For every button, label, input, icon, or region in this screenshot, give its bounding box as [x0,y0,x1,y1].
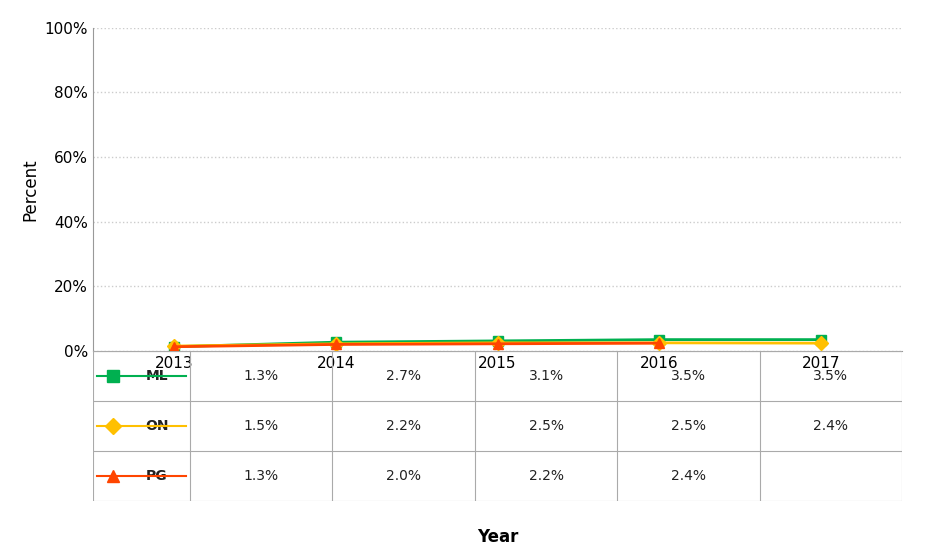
Line: ON: ON [169,338,826,351]
Text: ML: ML [146,369,168,383]
Text: 1.3%: 1.3% [244,369,279,383]
ML [654,336,665,343]
Text: 2.5%: 2.5% [528,419,564,433]
PG [330,341,341,348]
Line: PG: PG [169,338,664,351]
Text: 2.0%: 2.0% [386,469,421,483]
ON [492,339,503,346]
PG [168,343,179,350]
Text: ON: ON [146,419,169,433]
ML [330,339,341,345]
Text: 1.3%: 1.3% [244,469,279,483]
Text: 3.5%: 3.5% [814,369,848,383]
Text: PG: PG [146,469,167,483]
Y-axis label: Percent: Percent [21,158,39,221]
Text: 3.5%: 3.5% [671,369,706,383]
ON [330,340,341,347]
Text: 1.5%: 1.5% [244,419,279,433]
PG [654,340,665,346]
ML [816,336,827,343]
Text: 2.7%: 2.7% [386,369,421,383]
ON [168,343,179,349]
Line: ML: ML [169,335,826,351]
Text: 2.2%: 2.2% [528,469,564,483]
Text: 2.5%: 2.5% [671,419,706,433]
ML [168,343,179,350]
Text: Year: Year [477,528,518,546]
Text: 3.1%: 3.1% [528,369,564,383]
ON [816,340,827,346]
Text: 2.2%: 2.2% [386,419,421,433]
Text: 2.4%: 2.4% [814,419,848,433]
Text: 2.4%: 2.4% [671,469,706,483]
ON [654,339,665,346]
ML [492,338,503,344]
PG [492,340,503,347]
